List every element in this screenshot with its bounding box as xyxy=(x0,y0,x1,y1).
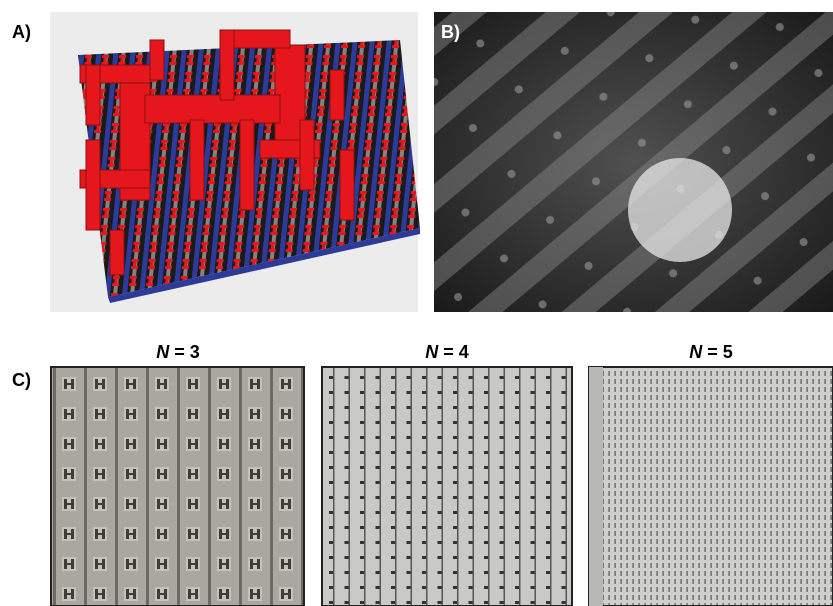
rail-front xyxy=(108,228,420,303)
n-label: N = 5 xyxy=(689,342,733,362)
sample-n5 xyxy=(588,366,833,606)
n-var: N xyxy=(689,342,703,362)
n-var: N xyxy=(156,342,170,362)
diagonal-structures xyxy=(434,12,833,312)
n-label: N = 3 xyxy=(156,342,200,362)
n-value: = 5 xyxy=(707,342,733,362)
n-value: = 4 xyxy=(443,342,469,362)
sample-n3 xyxy=(50,366,305,606)
panel-label: A) xyxy=(12,22,31,42)
n-var: N xyxy=(425,342,439,362)
n-value: = 3 xyxy=(174,342,200,362)
n-label: N = 4 xyxy=(425,342,469,362)
panel-label: B) xyxy=(441,22,460,42)
h-fractal xyxy=(79,29,355,276)
edge xyxy=(589,367,603,606)
panel-label: C) xyxy=(12,370,31,390)
bright-spot xyxy=(628,158,732,262)
sample-n4 xyxy=(321,366,573,606)
